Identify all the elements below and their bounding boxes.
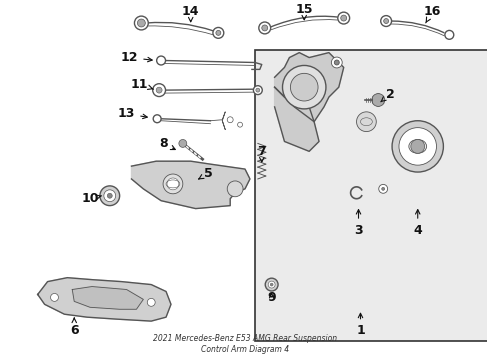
Circle shape xyxy=(153,115,161,123)
Circle shape xyxy=(153,84,166,96)
Circle shape xyxy=(157,56,166,65)
Circle shape xyxy=(167,178,179,190)
Polygon shape xyxy=(274,53,343,122)
Text: 12: 12 xyxy=(121,51,152,64)
Circle shape xyxy=(134,16,148,30)
Circle shape xyxy=(268,281,275,288)
Text: 14: 14 xyxy=(182,5,199,22)
Circle shape xyxy=(213,27,224,38)
Circle shape xyxy=(381,15,392,27)
Text: 16: 16 xyxy=(424,5,441,23)
Polygon shape xyxy=(72,287,144,309)
Circle shape xyxy=(379,184,388,193)
Text: 13: 13 xyxy=(118,107,147,120)
Text: 8: 8 xyxy=(159,137,175,150)
Circle shape xyxy=(107,193,112,198)
Text: 11: 11 xyxy=(131,78,153,91)
Text: 9: 9 xyxy=(268,291,276,304)
Circle shape xyxy=(147,298,155,306)
Circle shape xyxy=(104,190,116,202)
Circle shape xyxy=(357,112,376,132)
Circle shape xyxy=(331,57,342,68)
Polygon shape xyxy=(378,94,384,100)
Polygon shape xyxy=(378,100,384,107)
Circle shape xyxy=(392,121,443,172)
Circle shape xyxy=(265,278,278,291)
Polygon shape xyxy=(131,161,250,208)
Circle shape xyxy=(382,187,385,190)
Circle shape xyxy=(137,19,146,27)
Circle shape xyxy=(411,139,425,153)
Circle shape xyxy=(100,186,120,206)
Polygon shape xyxy=(38,278,171,321)
Polygon shape xyxy=(378,97,384,103)
Circle shape xyxy=(163,174,183,194)
Polygon shape xyxy=(373,97,378,103)
Circle shape xyxy=(179,139,187,147)
Circle shape xyxy=(384,19,389,23)
Text: 4: 4 xyxy=(414,210,422,237)
Circle shape xyxy=(270,283,273,286)
Circle shape xyxy=(227,181,243,197)
Bar xyxy=(255,50,490,341)
Text: 5: 5 xyxy=(199,167,213,180)
Circle shape xyxy=(227,117,233,123)
Text: 3: 3 xyxy=(354,210,363,237)
Circle shape xyxy=(291,73,318,101)
Text: 2021 Mercedes-Benz E53 AMG Rear Suspension
Control Arm Diagram 4: 2021 Mercedes-Benz E53 AMG Rear Suspensi… xyxy=(153,334,337,354)
Circle shape xyxy=(341,15,346,21)
Circle shape xyxy=(259,22,270,34)
Circle shape xyxy=(334,60,339,65)
Circle shape xyxy=(156,87,162,93)
Circle shape xyxy=(262,25,268,31)
Circle shape xyxy=(256,88,260,92)
Circle shape xyxy=(253,86,262,95)
Text: 6: 6 xyxy=(70,318,78,337)
Text: 2: 2 xyxy=(381,87,394,102)
Text: 7: 7 xyxy=(257,145,266,162)
Circle shape xyxy=(50,293,58,301)
Polygon shape xyxy=(373,100,378,107)
Circle shape xyxy=(238,122,243,127)
Ellipse shape xyxy=(409,139,427,153)
Circle shape xyxy=(399,128,437,165)
Polygon shape xyxy=(373,94,378,100)
Text: 15: 15 xyxy=(295,3,313,20)
Circle shape xyxy=(216,30,221,35)
Circle shape xyxy=(283,66,326,109)
Text: 10: 10 xyxy=(81,192,101,205)
Circle shape xyxy=(338,12,350,24)
Text: 1: 1 xyxy=(356,313,365,337)
Polygon shape xyxy=(274,87,319,151)
Circle shape xyxy=(445,30,454,39)
